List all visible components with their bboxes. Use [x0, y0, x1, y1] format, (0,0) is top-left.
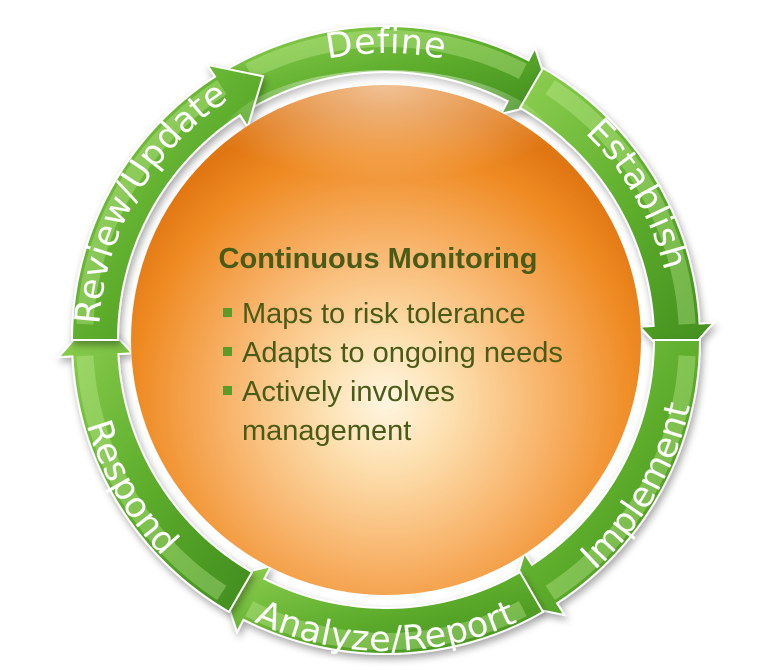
arrow-gloss	[76, 80, 227, 325]
bullet-marker	[223, 308, 232, 317]
arrow-gloss	[76, 355, 227, 600]
cycle-ring	[56, 25, 716, 655]
arrow-gloss	[545, 80, 696, 325]
arrow-gloss	[245, 601, 527, 651]
bullet-item-3: Actively involves	[242, 376, 455, 408]
bullet-item-1: Maps to risk tolerance	[242, 298, 526, 330]
bullet-marker	[223, 386, 232, 395]
stage-label-define: Define	[323, 22, 450, 68]
cycle-arrow-segment	[70, 63, 265, 341]
bullet-item-2: Adapts to ongoing needs	[242, 337, 563, 369]
arrow-gloss	[245, 29, 527, 79]
center-sphere	[131, 85, 641, 595]
center-sphere-highlight	[216, 70, 556, 230]
center-content: Continuous Monitoring Maps to risk toler…	[219, 243, 563, 447]
arrow-gloss	[545, 355, 696, 600]
bullet-item-3-continued: management	[242, 415, 411, 447]
bullet-marker	[223, 347, 232, 356]
center-title: Continuous Monitoring	[219, 243, 538, 275]
